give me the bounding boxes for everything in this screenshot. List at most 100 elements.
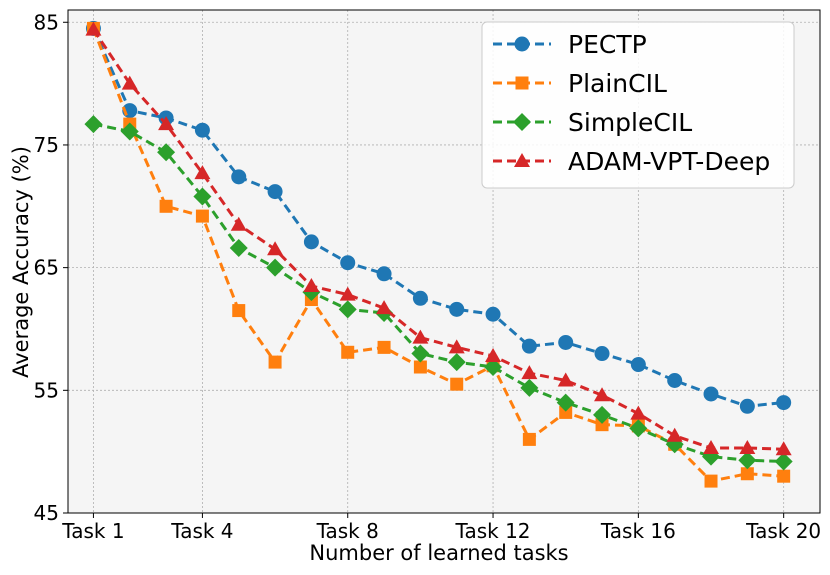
data-point-adam-vpt-deep	[557, 372, 574, 387]
data-point-pectp	[412, 290, 428, 306]
data-point-plaincil	[740, 467, 754, 481]
legend-marker	[515, 76, 529, 90]
data-point-adam-vpt-deep	[85, 21, 102, 36]
data-point-simplecil	[157, 143, 176, 162]
plot-frame	[67, 9, 821, 514]
y-tick-label: 45	[34, 501, 59, 525]
data-point-adam-vpt-deep	[521, 365, 538, 380]
data-point-plaincil	[341, 345, 355, 359]
legend: PECTP PlainCIL SimpleCIL ADAM-VPT-Deep	[481, 21, 795, 189]
data-point-plaincil	[159, 199, 173, 213]
data-point-plaincil	[704, 474, 718, 488]
data-point-pectp	[558, 334, 574, 350]
data-point-pectp	[303, 234, 319, 250]
data-point-pectp	[449, 301, 465, 317]
data-point-simplecil	[556, 393, 575, 412]
data-point-simplecil	[484, 358, 503, 377]
data-point-simplecil	[266, 258, 285, 277]
data-point-simplecil	[774, 452, 793, 471]
x-tick-label: Task 12	[455, 519, 531, 543]
data-point-simplecil	[520, 378, 539, 397]
data-point-pectp	[485, 306, 501, 322]
legend-marker	[514, 153, 530, 167]
x-axis: Task 1 Task 4 Task 8 Task 12 Task 16 Task 20	[61, 513, 821, 543]
series-layer	[84, 20, 793, 488]
series-adam-vpt-deep	[85, 21, 792, 456]
legend-label: SimpleCIL	[568, 108, 692, 137]
data-point-plaincil	[595, 418, 609, 432]
data-point-adam-vpt-deep	[703, 439, 720, 454]
data-point-adam-vpt-deep	[303, 278, 320, 293]
data-point-adam-vpt-deep	[630, 405, 647, 420]
data-point-pectp	[776, 395, 792, 411]
x-axis-label: Number of learned tasks	[309, 541, 568, 565]
data-point-adam-vpt-deep	[485, 347, 502, 362]
legend-label: PECTP	[568, 30, 647, 59]
data-point-pectp	[340, 255, 356, 271]
legend-item-simplecil: SimpleCIL	[493, 108, 692, 137]
y-tick-label: 65	[34, 256, 59, 280]
data-point-adam-vpt-deep	[194, 165, 211, 180]
data-point-adam-vpt-deep	[121, 75, 138, 90]
data-point-adam-vpt-deep	[339, 286, 356, 301]
x-tick-label: Task 4	[170, 519, 233, 543]
series-line-adam-vpt-deep	[92, 28, 784, 451]
y-tick-label: 85	[34, 10, 59, 34]
data-point-adam-vpt-deep	[412, 329, 429, 344]
legend-item-adam-vpt-deep: ADAM-VPT-Deep	[493, 147, 770, 176]
y-axis: 45 55 65 75 85	[34, 10, 68, 525]
x-tick-label: Task 20	[745, 519, 821, 543]
legend-label: ADAM-VPT-Deep	[568, 147, 770, 176]
data-point-simplecil	[629, 419, 648, 438]
x-tick-label: Task 8	[316, 519, 379, 543]
series-pectp	[85, 20, 792, 414]
data-point-pectp	[703, 386, 719, 402]
data-point-plaincil	[450, 377, 464, 391]
data-point-adam-vpt-deep	[775, 441, 792, 456]
data-point-plaincil	[195, 209, 209, 223]
y-tick-label: 55	[34, 378, 59, 402]
data-point-adam-vpt-deep	[376, 300, 393, 315]
data-point-plaincil	[413, 360, 427, 374]
data-point-pectp	[231, 169, 247, 185]
data-point-plaincil	[377, 340, 391, 354]
data-point-simplecil	[593, 405, 612, 424]
data-point-plaincil	[559, 405, 573, 419]
legend-label: PlainCIL	[568, 69, 667, 98]
data-point-adam-vpt-deep	[666, 427, 683, 442]
data-point-plaincil	[777, 469, 791, 483]
legend-frame	[481, 21, 795, 189]
x-tick-label: Task 16	[600, 519, 676, 543]
y-tick-label: 75	[34, 133, 59, 157]
data-point-simplecil	[411, 344, 430, 363]
data-point-pectp	[521, 338, 537, 354]
legend-item-plaincil: PlainCIL	[493, 69, 667, 98]
legend-marker	[513, 113, 531, 131]
data-point-plaincil	[522, 432, 536, 446]
data-point-adam-vpt-deep	[230, 216, 247, 231]
data-point-adam-vpt-deep	[448, 339, 465, 354]
data-point-plaincil	[268, 355, 282, 369]
data-point-adam-vpt-deep	[158, 116, 175, 131]
legend-marker	[514, 36, 530, 52]
data-point-pectp	[630, 357, 646, 373]
data-point-simplecil	[120, 122, 139, 141]
legend-item-pectp: PECTP	[493, 30, 647, 59]
data-point-adam-vpt-deep	[739, 439, 756, 454]
data-point-pectp	[739, 398, 755, 414]
data-point-plaincil	[232, 304, 246, 318]
data-point-adam-vpt-deep	[267, 241, 284, 256]
data-point-simplecil	[84, 115, 103, 134]
x-tick-label: Task 1	[61, 519, 124, 543]
data-point-simplecil	[338, 300, 357, 319]
data-point-simplecil	[738, 451, 757, 470]
data-point-pectp	[667, 373, 683, 389]
y-axis-label: Average Accuracy (%)	[9, 146, 33, 378]
data-point-pectp	[267, 184, 283, 200]
data-point-adam-vpt-deep	[594, 387, 611, 402]
data-point-pectp	[376, 266, 392, 282]
data-point-pectp	[194, 122, 210, 138]
data-point-simplecil	[229, 239, 248, 258]
data-point-pectp	[594, 346, 610, 362]
data-point-simplecil	[193, 187, 212, 206]
